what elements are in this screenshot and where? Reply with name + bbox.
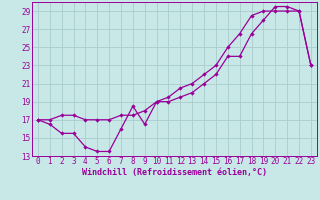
X-axis label: Windchill (Refroidissement éolien,°C): Windchill (Refroidissement éolien,°C) (82, 168, 267, 177)
